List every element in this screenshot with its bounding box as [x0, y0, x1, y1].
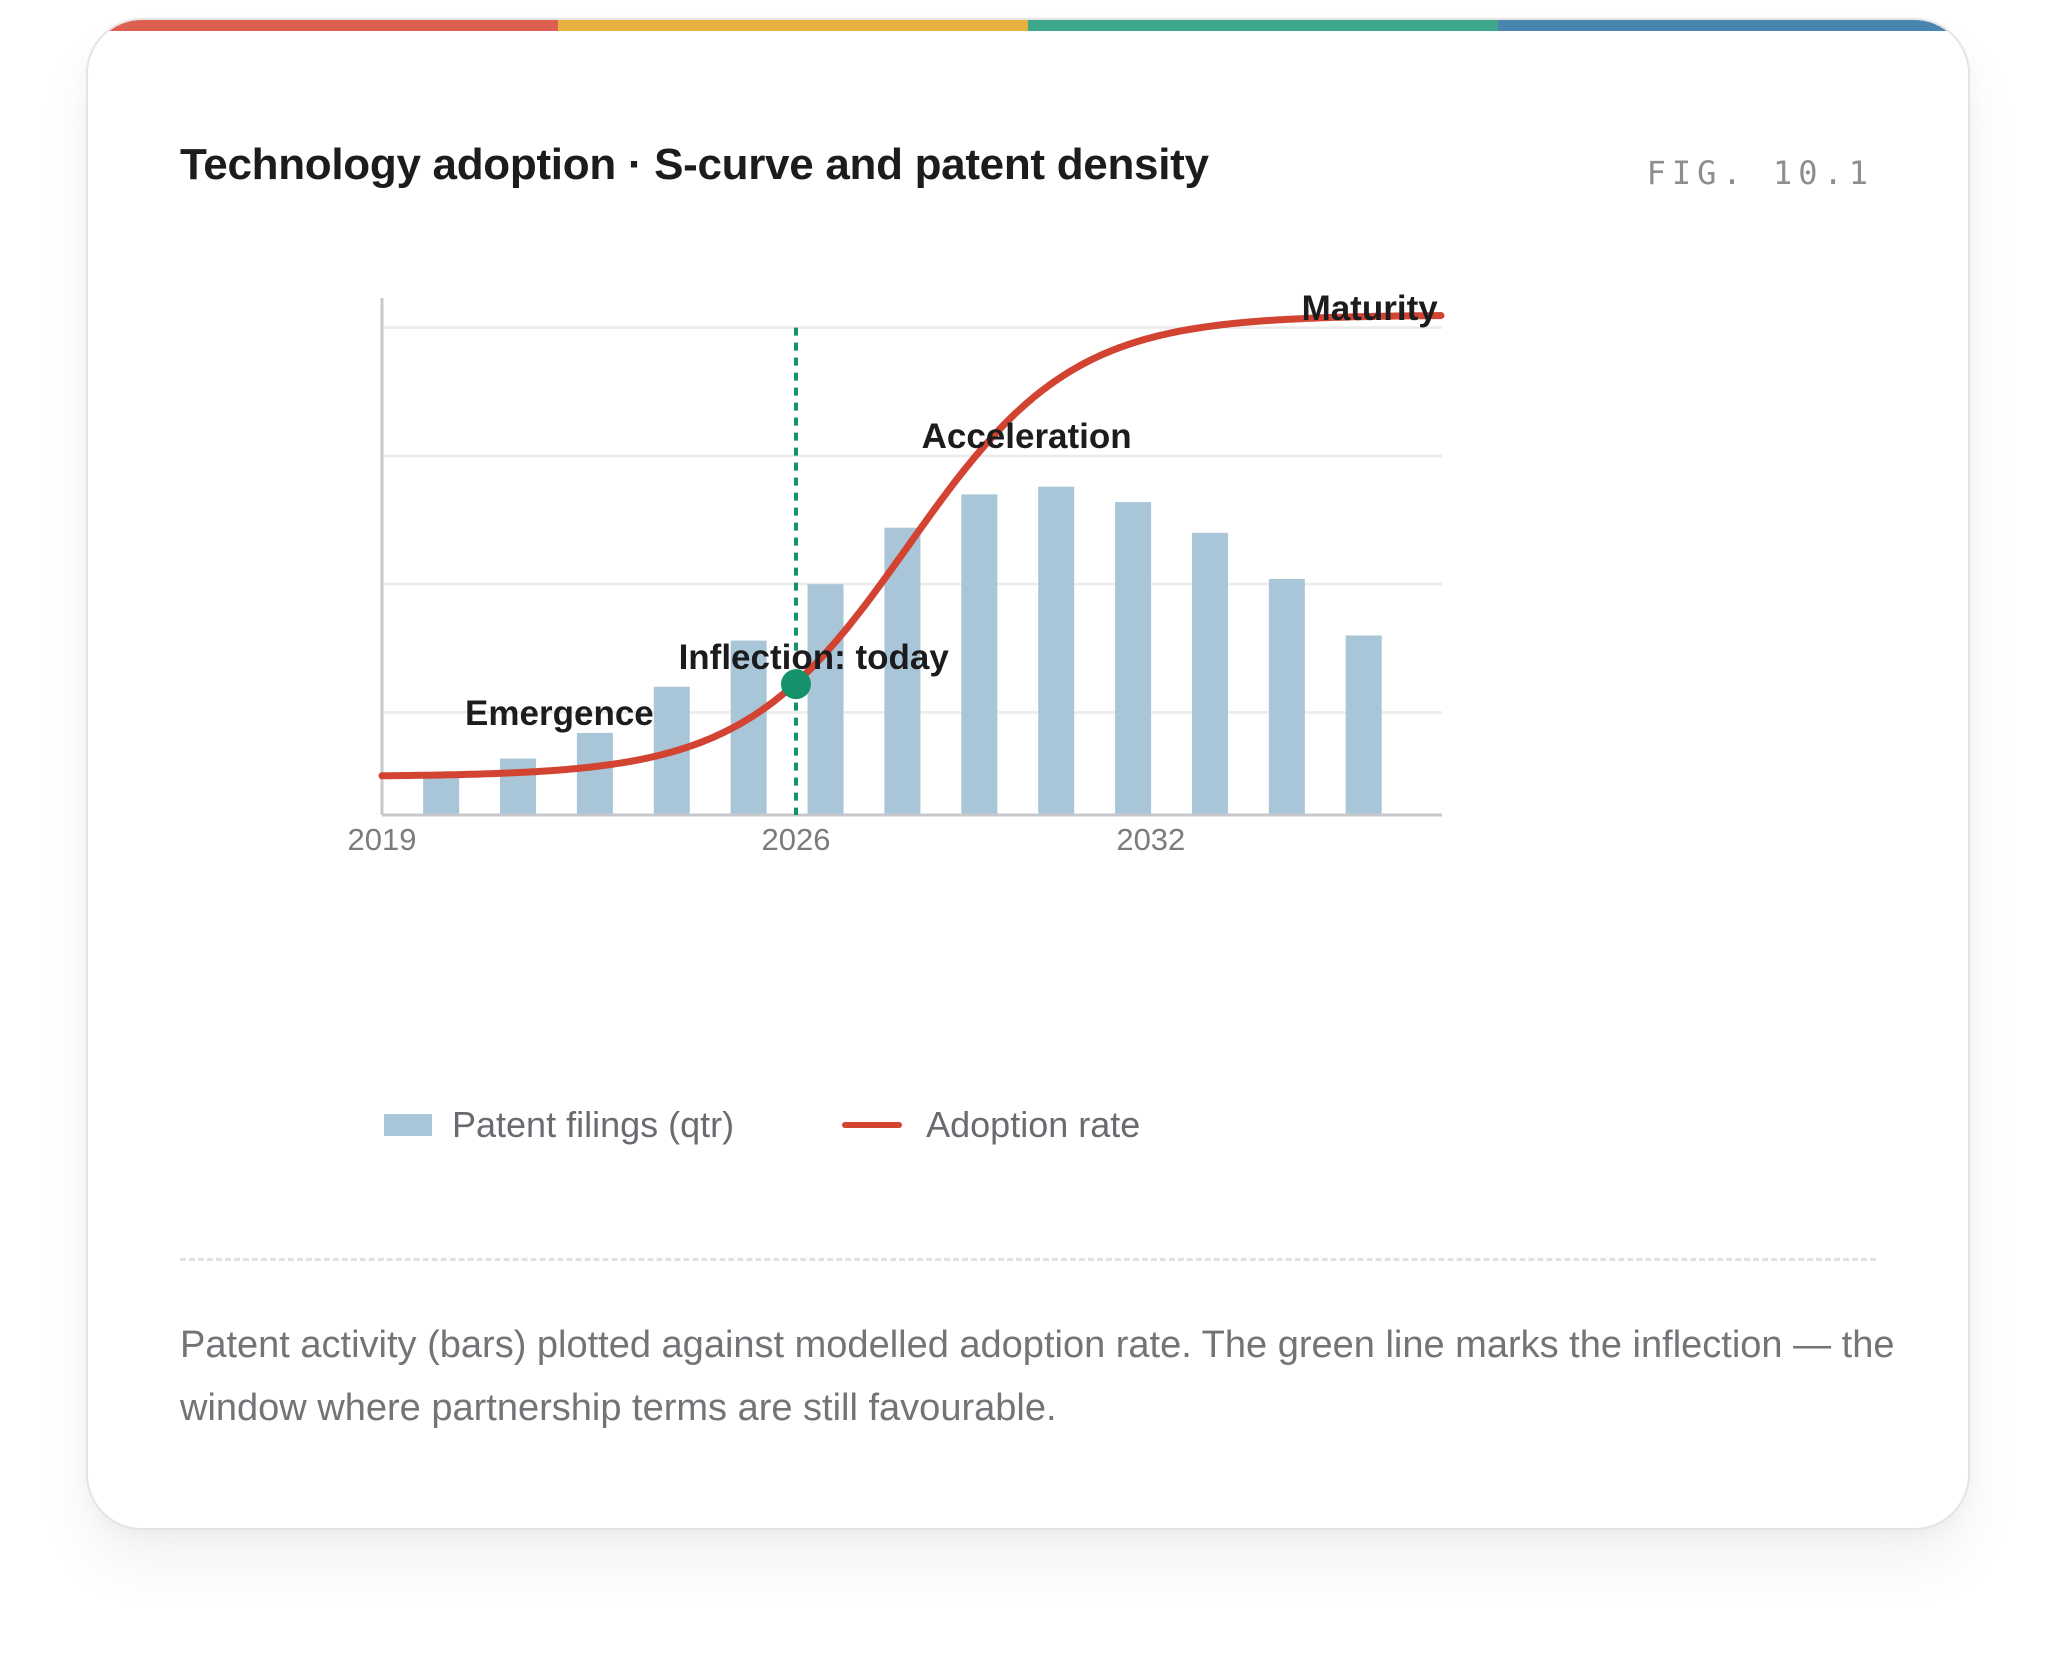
chart-plot: Emergence Inflection: today Acceleration Ma… — [348, 289, 1445, 857]
bar — [1345, 635, 1382, 815]
chart-title: Technology adoption · S-curve and patent… — [180, 140, 1209, 189]
legend-item-patent-filings: Patent filings (qtr) — [384, 1104, 734, 1146]
bar — [500, 758, 537, 815]
bar — [1038, 486, 1075, 815]
stripe-segment-blue — [1498, 20, 1968, 31]
color-stripe — [88, 20, 1968, 31]
legend: Patent filings (qtr) Adoption rate — [384, 1104, 1248, 1146]
adoption-curve — [378, 312, 1445, 780]
annotation-label: Acceleration — [922, 417, 1132, 456]
inflection-dot — [780, 669, 811, 700]
annotations: Emergence Inflection: today Acceleration Ma… — [465, 289, 1438, 733]
bar — [576, 732, 613, 815]
stripe-segment-red — [88, 20, 558, 31]
legend-item-adoption-rate: Adoption rate — [842, 1104, 1140, 1146]
chart-caption: Patent activity (bars) plotted against m… — [180, 1324, 1895, 1429]
bar — [961, 494, 998, 815]
annotation-label: Inflection: today — [679, 638, 950, 677]
legend-swatch-line — [842, 1122, 903, 1128]
bar — [423, 776, 460, 815]
stripe-segment-green — [1028, 20, 1498, 31]
x-tick-label: 2032 — [1116, 822, 1185, 857]
axes — [380, 298, 1442, 817]
divider — [180, 1258, 1876, 1261]
bar — [1268, 579, 1305, 815]
legend-label-patent-filings: Patent filings (qtr) — [452, 1104, 735, 1145]
bar — [1191, 532, 1228, 815]
bar — [807, 584, 844, 815]
inflection-dot-group — [780, 669, 811, 700]
annotation-label: Emergence — [465, 694, 654, 733]
annotation-label: Maturity — [1302, 289, 1439, 328]
stripe-segment-yellow — [558, 20, 1028, 31]
figure-label: FIG. 10.1 — [1646, 154, 1874, 192]
legend-swatch-bar — [384, 1114, 432, 1136]
chart-card: Technology adoption · S-curve and patent… — [86, 18, 1970, 1530]
legend-label-adoption-rate: Adoption rate — [926, 1104, 1141, 1145]
x-tick-label: 2026 — [761, 822, 830, 857]
line-series — [378, 312, 1445, 780]
x-tick-label: 2019 — [348, 822, 417, 857]
bar — [1115, 502, 1152, 815]
x-tick-labels: 2019 2026 2032 — [348, 822, 1186, 857]
